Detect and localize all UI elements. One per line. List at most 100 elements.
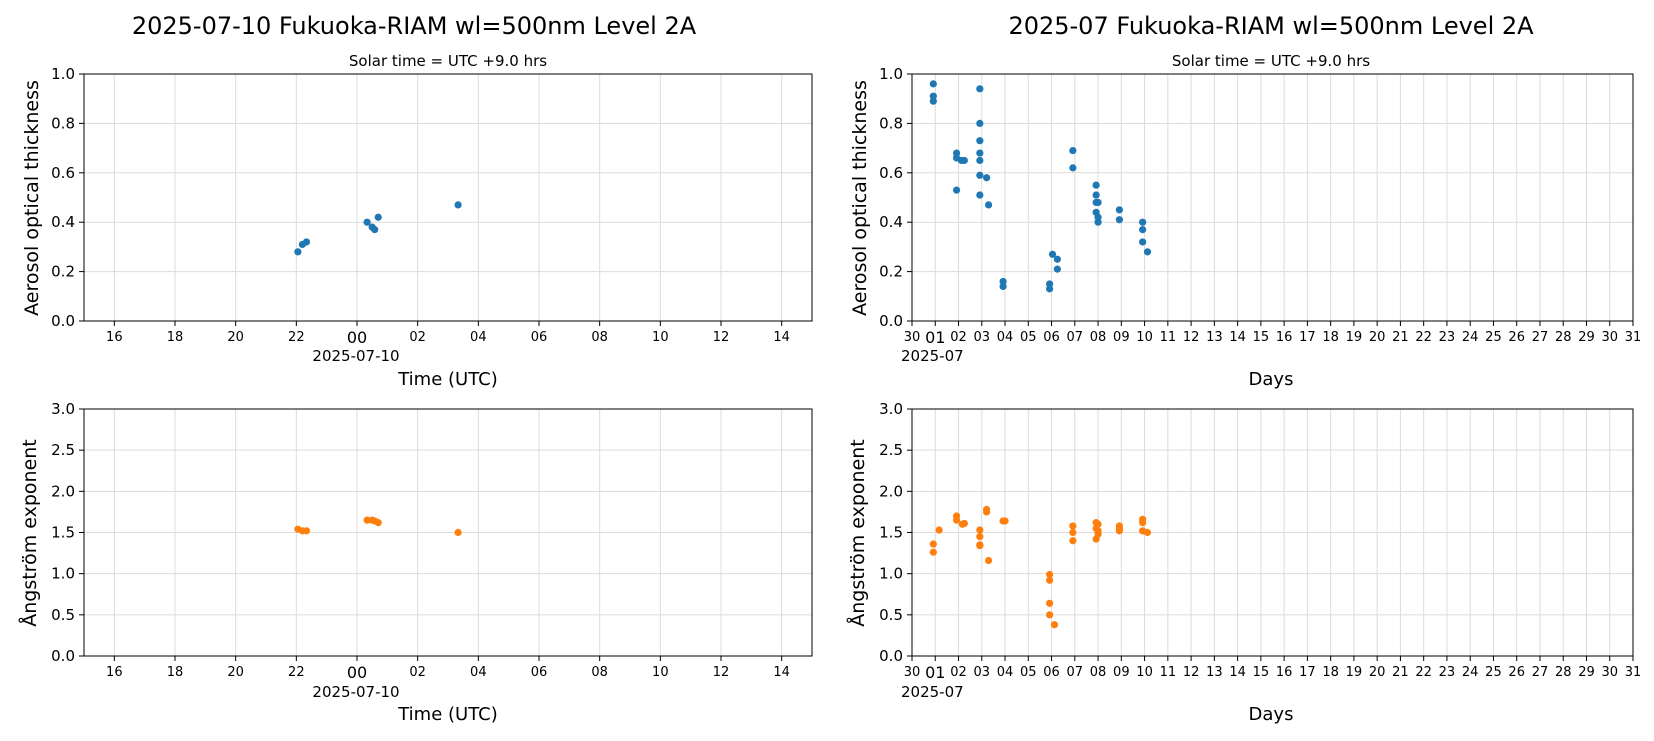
daily-angstrom-ytick-label-0: 0.0	[51, 647, 75, 665]
monthly-aod-point-20	[1046, 280, 1054, 288]
monthly-angstrom-xtick-label-28: 28	[1555, 665, 1572, 680]
daily-aod-point-2	[302, 238, 311, 246]
monthly-aod-xtick-label-6: 06	[1043, 330, 1060, 345]
monthly-angstrom-point-18	[1046, 599, 1054, 607]
monthly-aod-point-38	[1143, 248, 1152, 256]
daily-angstrom-ytick-label-4: 2.0	[51, 482, 75, 500]
monthly-aod-xtick-label-18: 18	[1322, 330, 1339, 345]
monthly-aod-point-27	[1092, 191, 1100, 199]
daily-aod-point-0	[294, 248, 302, 256]
daily-aod-subtitle: Solar time = UTC +9.0 hrs	[349, 52, 547, 70]
monthly-aod-point-13	[976, 191, 984, 199]
daily-aod-ytick-label-4: 0.8	[51, 114, 75, 132]
monthly-angstrom-ylabel: Ångström exponent	[846, 439, 869, 627]
monthly-aod-xtick-label-13: 13	[1206, 330, 1223, 345]
monthly-angstrom-point-6	[960, 519, 968, 528]
daily-angstrom-xtick-label-4: 00	[347, 663, 367, 682]
monthly-aod-xtick-label-14: 14	[1229, 330, 1246, 345]
monthly-angstrom-xtick-label-3: 03	[974, 665, 991, 680]
monthly-aod-point-0	[929, 80, 937, 88]
monthly-aod-point-23	[1053, 265, 1061, 273]
monthly-aod-xtick-label-28: 28	[1555, 330, 1572, 345]
monthly-aod-ytick-label-2: 0.4	[879, 213, 903, 231]
monthly-angstrom-point-23	[1069, 537, 1077, 545]
monthly-angstrom-xtick-label-10: 10	[1136, 665, 1153, 680]
monthly-angstrom-xtick-label-31: 31	[1625, 665, 1642, 680]
monthly-aod-point-17	[999, 277, 1007, 286]
daily-angstrom-xtick-label-9: 10	[652, 665, 669, 680]
monthly-aod-xlabel: Days	[1249, 369, 1294, 390]
daily-angstrom-xtick-label-7: 06	[531, 665, 548, 680]
daily-angstrom-point-7	[454, 528, 462, 537]
monthly-aod-xtick-label-11: 11	[1160, 330, 1177, 345]
monthly-angstrom-xtick-label-29: 29	[1578, 665, 1595, 680]
monthly-angstrom-xtick-label-20: 20	[1369, 665, 1386, 680]
daily-aod-point-7	[454, 201, 462, 209]
daily-aod-axes-frame	[83, 73, 813, 322]
monthly-aod-point-31	[1094, 218, 1102, 226]
daily-angstrom-xtick-label-0: 16	[106, 665, 123, 680]
monthly-angstrom-ytick-label-0: 0.0	[879, 647, 903, 665]
monthly-aod-xtick-label-31: 31	[1625, 330, 1642, 345]
monthly-angstrom-ytick-label-2: 1.0	[879, 565, 903, 583]
daily-aod-xtick-label-3: 22	[288, 330, 305, 345]
monthly-angstrom-point-12	[983, 508, 991, 516]
daily-angstrom-xtick-label-11: 14	[773, 665, 790, 680]
daily-aod-xtick-label-1: 18	[167, 330, 184, 345]
monthly-aod-subtitle: Solar time = UTC +9.0 hrs	[1172, 52, 1370, 70]
monthly-angstrom-xtick-label-21: 21	[1392, 665, 1409, 680]
daily-aod-xtick-label-9: 10	[652, 330, 669, 345]
daily-aod-point-6	[374, 213, 382, 221]
monthly-angstrom-xtick-label-13: 13	[1206, 665, 1223, 680]
daily-angstrom-point-3	[363, 516, 371, 524]
monthly-aod-point-21	[1048, 250, 1057, 258]
daily-angstrom-point-6	[374, 519, 382, 527]
monthly-aod-ytick-label-4: 0.8	[879, 114, 903, 132]
daily-aod-xtick-label-2: 20	[227, 330, 244, 345]
monthly-angstrom-point-19	[1046, 611, 1054, 619]
daily-angstrom-ylabel: Ångström exponent	[18, 439, 41, 627]
monthly-angstrom-xtick-label-4: 04	[997, 665, 1014, 680]
monthly-aod-xtick-label-7: 07	[1067, 330, 1084, 345]
monthly-aod-xtick-label-9: 09	[1113, 330, 1130, 345]
monthly-angstrom-xtick-label-12: 12	[1183, 665, 1200, 680]
monthly-angstrom-point-16	[1046, 570, 1054, 579]
monthly-aod-point-12	[976, 171, 984, 179]
monthly-aod-xtick-label-16: 16	[1276, 330, 1293, 345]
daily-aod-title: 2025-07-10 Fukuoka-RIAM wl=500nm Level 2…	[132, 12, 697, 40]
monthly-aod-title: 2025-07 Fukuoka-RIAM wl=500nm Level 2A	[1008, 12, 1534, 40]
monthly-angstrom-xtick-label-1: 01	[925, 663, 945, 682]
daily-aod-ytick-label-1: 0.2	[51, 263, 75, 281]
monthly-aod-xtick-label-24: 24	[1462, 330, 1479, 345]
daily-angstrom-xtick-label-6: 04	[470, 665, 487, 680]
monthly-aod-point-16	[984, 201, 993, 209]
monthly-angstrom-date-label: 2025-07	[901, 683, 964, 701]
daily-angstrom-panel: Ångström exponent Time (UTC) 2025-07-10 …	[18, 400, 813, 725]
monthly-aod-xtick-label-1: 01	[925, 328, 945, 347]
daily-aod-panel: 2025-07-10 Fukuoka-RIAM wl=500nm Level 2…	[21, 12, 813, 390]
monthly-angstrom-xtick-label-7: 07	[1067, 665, 1084, 680]
monthly-angstrom-xtick-label-18: 18	[1322, 665, 1339, 680]
monthly-aod-point-34	[1115, 216, 1123, 224]
monthly-angstrom-point-20	[1050, 621, 1059, 629]
monthly-angstrom-point-1	[929, 548, 937, 556]
monthly-angstrom-point-21	[1069, 522, 1077, 530]
daily-angstrom-xtick-label-3: 22	[288, 665, 305, 680]
monthly-angstrom-xtick-label-30: 30	[1601, 665, 1618, 680]
monthly-angstrom-xtick-label-5: 05	[1020, 665, 1037, 680]
monthly-aod-ytick-label-3: 0.6	[879, 164, 903, 182]
monthly-angstrom-point-17	[1046, 576, 1054, 584]
monthly-angstrom-xtick-label-19: 19	[1346, 665, 1363, 680]
monthly-aod-point-9	[976, 137, 984, 145]
monthly-angstrom-point-36	[1143, 528, 1152, 537]
monthly-aod-point-22	[1053, 255, 1061, 263]
monthly-aod-point-26	[1092, 181, 1100, 189]
monthly-aod-point-24	[1069, 146, 1077, 155]
monthly-angstrom-axes-frame	[911, 408, 1634, 657]
monthly-angstrom-xtick-label-16: 16	[1276, 665, 1293, 680]
daily-angstrom-xtick-label-1: 18	[167, 665, 184, 680]
monthly-angstrom-point-4	[952, 516, 961, 524]
monthly-aod-xtick-label-4: 04	[997, 330, 1014, 345]
monthly-aod-xtick-label-25: 25	[1485, 330, 1502, 345]
monthly-angstrom-point-7	[976, 526, 984, 534]
